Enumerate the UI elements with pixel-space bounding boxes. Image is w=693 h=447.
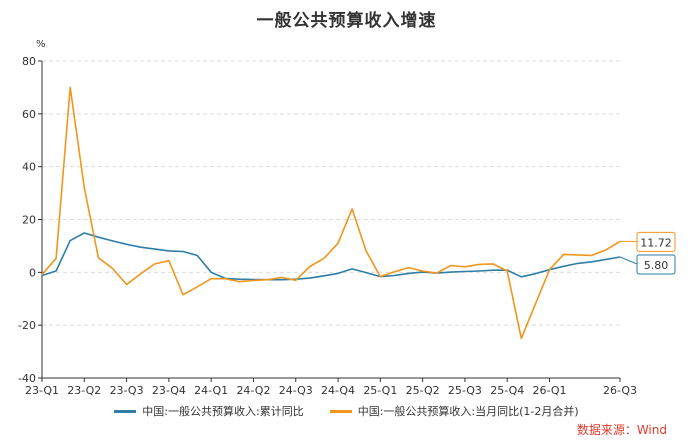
x-tick-label: 25-Q1 xyxy=(363,384,397,397)
callout-value-0: 5.80 xyxy=(644,259,669,272)
legend-swatch-cumulative xyxy=(114,409,137,413)
x-tick-label: 24-Q3 xyxy=(279,384,313,397)
label-layer: 5.80 11.72 xyxy=(619,231,676,275)
legend-label-cumulative: 中国:一般公共预算收入:累计同比 xyxy=(142,405,304,418)
series-line-1 xyxy=(41,86,621,340)
x-tick-label: 23-Q3 xyxy=(110,384,144,397)
y-tick-label: 40 xyxy=(22,161,36,174)
y-tick-label: 80 xyxy=(22,55,36,68)
x-tick-label: 24-Q2 xyxy=(236,384,270,397)
y-tick-label: 0 xyxy=(29,266,36,279)
y-tick-label: 60 xyxy=(22,108,36,121)
callout-box-1 xyxy=(636,231,676,252)
legend-swatch-monthly xyxy=(329,409,352,413)
x-tick-label: 26-Q3 xyxy=(603,384,637,397)
x-tick-label: 26-Q1 xyxy=(532,384,566,397)
x-tick-label: 23-Q1 xyxy=(25,384,59,397)
x-tick-label: 25-Q2 xyxy=(406,384,440,397)
callout-value-1: 11.72 xyxy=(640,236,672,249)
source-note: 数据来源：Wind xyxy=(576,423,667,437)
grid-layer xyxy=(42,60,620,326)
callout-line-0 xyxy=(619,256,638,265)
series-line-0 xyxy=(41,232,621,281)
y-tick-label: -40 xyxy=(18,372,36,385)
axis-layer: -40 -20 0 20 40 60 80% 23-Q1 23-Q2 23-Q3 23-Q4 24-Q… xyxy=(18,39,637,397)
x-tick-label: 24-Q1 xyxy=(194,384,228,397)
series-layer xyxy=(41,86,621,340)
chart-title: 一般公共预算收入增速 xyxy=(256,11,437,31)
x-tick-label: 25-Q3 xyxy=(448,384,482,397)
legend-item-monthly[interactable]: 中国:一般公共预算收入:当月同比(1-2月合并) xyxy=(329,403,579,419)
legend-item-cumulative[interactable]: 中国:一般公共预算收入:累计同比 xyxy=(114,403,304,419)
x-tick-label: 24-Q4 xyxy=(321,384,355,397)
y-tick-label: -20 xyxy=(18,319,36,332)
legend: 中国:一般公共预算收入:累计同比 中国:一般公共预算收入:当月同比(1-2月合并… xyxy=(0,403,693,419)
x-tick-label: 25-Q4 xyxy=(490,384,524,397)
callout-box-0 xyxy=(636,254,676,275)
legend-label-monthly: 中国:一般公共预算收入:当月同比(1-2月合并) xyxy=(357,405,579,418)
x-tick-label: 23-Q4 xyxy=(152,384,186,397)
y-axis-label: % xyxy=(36,39,46,50)
x-tick-label: 23-Q2 xyxy=(67,384,101,397)
y-tick-label: 20 xyxy=(22,214,36,227)
